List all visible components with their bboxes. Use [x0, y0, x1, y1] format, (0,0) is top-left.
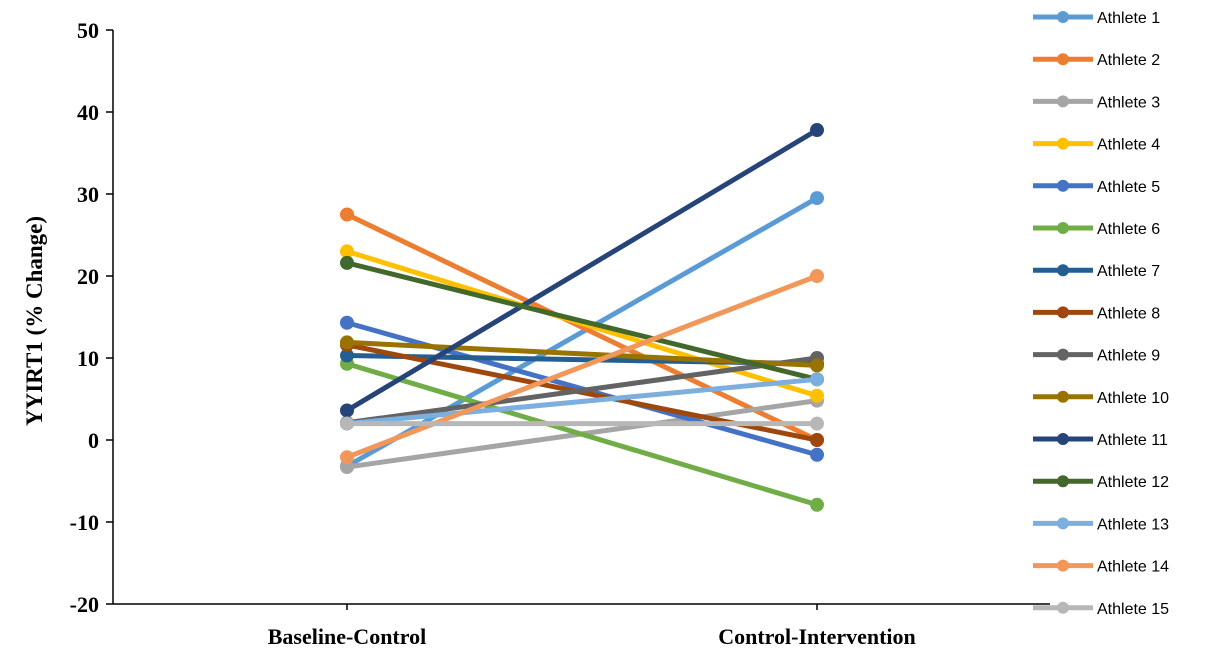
data-point: [810, 388, 824, 403]
y-tick-label: 10: [77, 346, 99, 371]
data-point: [810, 269, 824, 283]
legend-swatch-marker: [1057, 95, 1069, 108]
legend-swatch-marker: [1057, 222, 1069, 234]
legend-label: Athlete 5: [1097, 179, 1160, 196]
legend-swatch-marker: [1057, 517, 1069, 530]
legend-swatch-marker: [1057, 390, 1069, 403]
legend-label: Athlete 4: [1097, 137, 1160, 154]
legend-label: Athlete 1: [1097, 10, 1160, 27]
series-line: [344, 260, 820, 382]
legend-item: Athlete 11: [1033, 432, 1168, 449]
legend-label: Athlete 8: [1097, 305, 1160, 322]
legend-item: Athlete 4: [1033, 137, 1160, 154]
y-axis: -20 -10 0 10 20 30 40 50: [70, 18, 114, 617]
x-axis: Baseline-Control Control-Intervention: [113, 603, 1050, 649]
series-lines: [340, 123, 824, 512]
legend-swatch-marker: [1057, 306, 1069, 319]
data-point: [340, 315, 354, 330]
data-point: [340, 207, 354, 222]
legend-item: Athlete 9: [1033, 348, 1160, 365]
legend-label: Athlete 10: [1097, 390, 1169, 407]
data-point: [810, 123, 824, 138]
data-point: [340, 450, 354, 465]
series-line: [344, 361, 820, 508]
series-athlete-11: [340, 123, 824, 418]
y-tick-label: 30: [77, 182, 99, 207]
series-athlete-14: [340, 269, 824, 465]
series-line: [344, 355, 820, 426]
legend-label: Athlete 2: [1097, 52, 1160, 69]
legend-label: Athlete 15: [1097, 601, 1169, 618]
legend: Athlete 1 Athlete 2 Athlete 3 Athlete 4 Athl…: [1033, 10, 1169, 618]
legend-item: Athlete 5: [1033, 179, 1160, 196]
y-tick-label: 0: [88, 428, 99, 453]
legend-label: Athlete 9: [1097, 348, 1160, 365]
y-axis-label: YYIRT1 (% Change): [22, 216, 47, 426]
legend-swatch-marker: [1057, 433, 1069, 445]
legend-swatch-marker: [1057, 264, 1069, 277]
series-athlete-6: [340, 356, 824, 512]
legend-item: Athlete 10: [1033, 390, 1169, 407]
y-tick-label: 20: [77, 264, 99, 289]
legend-item: Athlete 6: [1033, 221, 1160, 238]
data-point: [340, 460, 354, 475]
legend-item: Athlete 8: [1033, 305, 1160, 322]
y-tick-label: 50: [77, 18, 99, 43]
data-point: [810, 433, 824, 447]
legend-label: Athlete 13: [1097, 516, 1169, 533]
legend-label: Athlete 14: [1097, 559, 1169, 576]
legend-swatch-marker: [1057, 137, 1069, 150]
legend-swatch-marker: [1057, 53, 1069, 66]
legend-swatch-marker: [1057, 11, 1069, 23]
legend-swatch-marker: [1057, 559, 1069, 572]
data-point: [810, 497, 824, 512]
legend-item: Athlete 14: [1033, 559, 1169, 576]
series-line: [344, 127, 820, 413]
legend-item: Athlete 2: [1033, 52, 1160, 69]
x-tick-label: Control-Intervention: [718, 624, 916, 649]
data-point: [810, 191, 824, 206]
legend-item: Athlete 3: [1033, 94, 1160, 111]
legend-item: Athlete 15: [1033, 601, 1169, 618]
series-athlete-15: [340, 416, 824, 431]
y-tick-label: -10: [70, 510, 99, 535]
legend-label: Athlete 3: [1097, 94, 1160, 111]
legend-swatch-marker: [1057, 475, 1069, 488]
legend-label: Athlete 11: [1097, 432, 1168, 449]
data-point: [340, 255, 354, 270]
data-point: [340, 348, 354, 363]
legend-swatch-marker: [1057, 601, 1069, 614]
series-line: [344, 273, 820, 460]
x-tick-label: Baseline-Control: [268, 624, 426, 649]
data-point: [340, 403, 354, 418]
data-point: [810, 372, 824, 387]
legend-item: Athlete 7: [1033, 263, 1160, 280]
legend-swatch-marker: [1057, 348, 1069, 361]
legend-label: Athlete 7: [1097, 263, 1160, 280]
data-point: [340, 244, 354, 259]
y-tick-label: -20: [70, 592, 99, 617]
y-tick-label: 40: [77, 100, 99, 125]
data-point: [810, 447, 824, 462]
legend-item: Athlete 12: [1033, 474, 1169, 491]
data-point: [810, 358, 824, 373]
legend-label: Athlete 12: [1097, 474, 1169, 491]
legend-label: Athlete 6: [1097, 221, 1160, 238]
data-point: [340, 335, 354, 350]
legend-item: Athlete 1: [1033, 10, 1160, 27]
series-line: [344, 212, 820, 443]
data-point: [340, 416, 354, 431]
legend-swatch-marker: [1057, 179, 1069, 192]
data-point: [810, 416, 824, 431]
series-line: [344, 376, 820, 427]
legend-item: Athlete 13: [1033, 516, 1169, 533]
